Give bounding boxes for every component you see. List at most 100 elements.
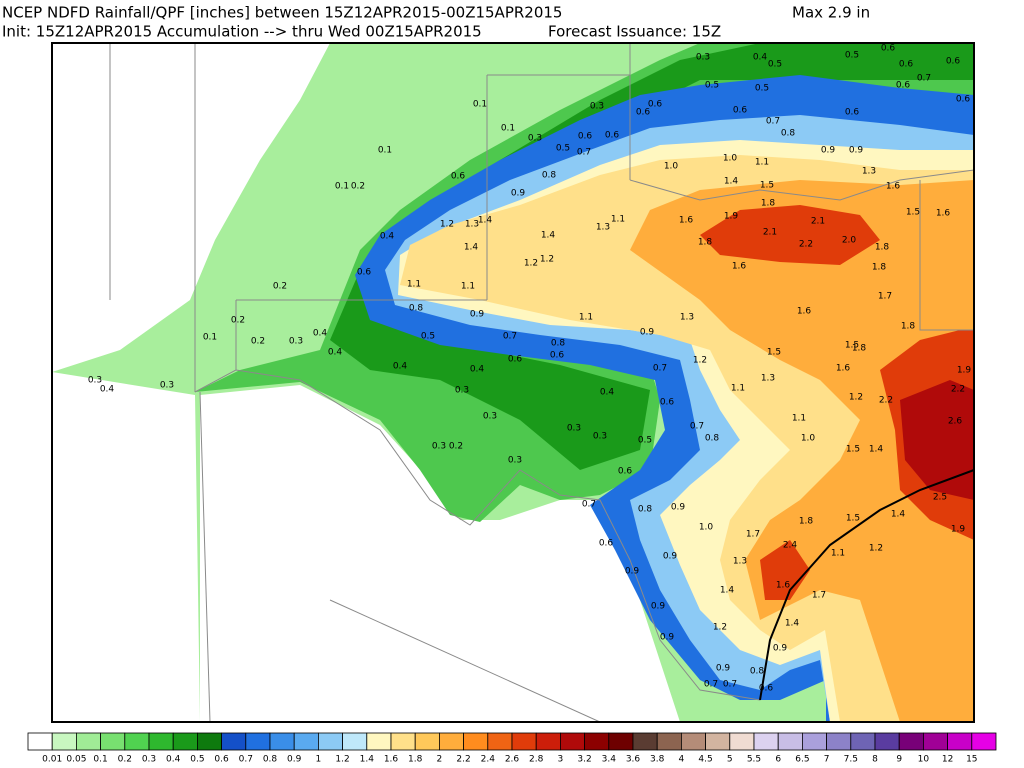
map-label: 1.5 <box>760 181 774 191</box>
legend-swatch <box>293 732 319 751</box>
map-label: 0.5 <box>845 51 859 61</box>
legend-label: 7.5 <box>844 755 858 765</box>
legend-swatch <box>584 732 610 751</box>
map-label: 0.2 <box>231 316 245 326</box>
map-label: 0.1 <box>203 333 217 343</box>
map-label: 0.9 <box>773 644 788 654</box>
legend-label: 1 <box>316 755 322 765</box>
map-label: 1.5 <box>906 208 920 218</box>
legend-label: 1.4 <box>360 755 375 765</box>
map-label: 0.6 <box>881 44 896 54</box>
map-label: 0.1 <box>378 146 392 156</box>
legend-label: 3.2 <box>577 755 591 765</box>
map-label: 0.6 <box>733 106 748 116</box>
map-label: 0.6 <box>648 100 663 110</box>
map-label: 0.2 <box>449 442 463 452</box>
map-label: 0.9 <box>625 567 640 577</box>
legend-swatch <box>27 732 53 751</box>
legend-label: 0.1 <box>93 755 107 765</box>
map-label: 1.1 <box>755 158 769 168</box>
map-label: 1.2 <box>693 356 707 366</box>
legend-label: 5 <box>727 755 733 765</box>
legend-label: 3 <box>558 755 564 765</box>
map-label: 1.2 <box>524 259 538 269</box>
map-label: 1.2 <box>869 544 883 554</box>
map-label: 0.3 <box>483 412 497 422</box>
map-label: 0.3 <box>88 376 102 386</box>
legend-swatch <box>463 732 489 751</box>
legend-swatch <box>874 732 900 751</box>
map-label: 0.5 <box>768 60 782 70</box>
map-label: 1.8 <box>852 344 867 354</box>
legend-swatch <box>923 732 949 751</box>
legend-label: 4 <box>679 755 685 765</box>
legend-swatch <box>971 732 997 751</box>
map-label: 1.1 <box>461 282 475 292</box>
map-label: 0.8 <box>750 667 765 677</box>
legend-swatch <box>100 732 126 751</box>
legend-label: 0.8 <box>263 755 278 765</box>
map-label: 0.2 <box>351 182 365 192</box>
map-label: 0.6 <box>845 108 860 118</box>
map-label: 0.1 <box>473 100 487 110</box>
map-label: 0.4 <box>313 329 328 339</box>
legend-swatch <box>438 732 464 751</box>
legend-label: 7 <box>824 755 830 765</box>
map: 0.3 0.4 0.50.60.60.5 0.60.70.5 0.60.60.10.10… <box>52 43 974 722</box>
map-label: 0.9 <box>511 189 526 199</box>
map-label: 0.3 <box>696 53 710 63</box>
map-label: 1.2 <box>540 255 554 265</box>
map-label: 0.9 <box>663 552 678 562</box>
map-label: 0.5 <box>705 81 719 91</box>
issuance: Forecast Issuance: 15Z <box>548 23 721 41</box>
legend-label: 2.6 <box>505 755 520 765</box>
legend-label: 2.8 <box>529 755 544 765</box>
map-label: 0.4 <box>753 53 768 63</box>
legend-swatch <box>51 732 77 751</box>
legend-swatch <box>76 732 102 751</box>
map-label: 1.5 <box>845 341 859 351</box>
map-label: 0.9 <box>821 146 836 156</box>
map-label: 1.1 <box>579 313 593 323</box>
map-label: 2.2 <box>879 396 893 406</box>
map-label: 1.6 <box>732 262 747 272</box>
map-label: 0.7 <box>704 680 718 690</box>
map-label: 0.8 <box>638 505 653 515</box>
map-label: 0.9 <box>470 310 485 320</box>
legend-swatch <box>826 732 852 751</box>
legend-label: 0.3 <box>142 755 156 765</box>
legend-label: 2.2 <box>456 755 470 765</box>
legend-swatch <box>148 732 174 751</box>
legend-label: 10 <box>918 755 930 765</box>
map-label: 0.6 <box>618 467 633 477</box>
map-label: 0.2 <box>273 282 287 292</box>
map-label: 1.4 <box>891 510 906 520</box>
map-label: 1.4 <box>478 216 493 226</box>
map-label: 0.9 <box>849 146 864 156</box>
map-label: 0.6 <box>759 684 774 694</box>
map-label: 1.0 <box>699 523 714 533</box>
map-label: 0.6 <box>946 57 961 67</box>
legend-swatch <box>802 732 828 751</box>
map-label: 0.5 <box>755 84 769 94</box>
map-frame <box>51 42 975 723</box>
legend-label: 15 <box>966 755 977 765</box>
map-label: 0.6 <box>636 108 651 118</box>
map-label: 0.4 <box>600 388 615 398</box>
map-label: 1.4 <box>720 586 735 596</box>
map-label: 1.2 <box>713 623 727 633</box>
map-label: 2.6 <box>948 417 963 427</box>
legend-swatch <box>390 732 416 751</box>
map-label: 1.3 <box>862 167 876 177</box>
map-label: 1.3 <box>596 223 610 233</box>
map-label: 0.7 <box>582 500 596 510</box>
legend-label: 0.01 <box>42 755 62 765</box>
map-label: 0.5 <box>421 332 435 342</box>
map-label: 0.3 <box>590 102 604 112</box>
legend-label: 0.7 <box>239 755 253 765</box>
legend-label: 12 <box>942 755 953 765</box>
map-label: 1.3 <box>465 220 479 230</box>
map-label: 1.5 <box>846 514 860 524</box>
map-label: 1.1 <box>731 384 745 394</box>
legend-swatch <box>560 732 586 751</box>
